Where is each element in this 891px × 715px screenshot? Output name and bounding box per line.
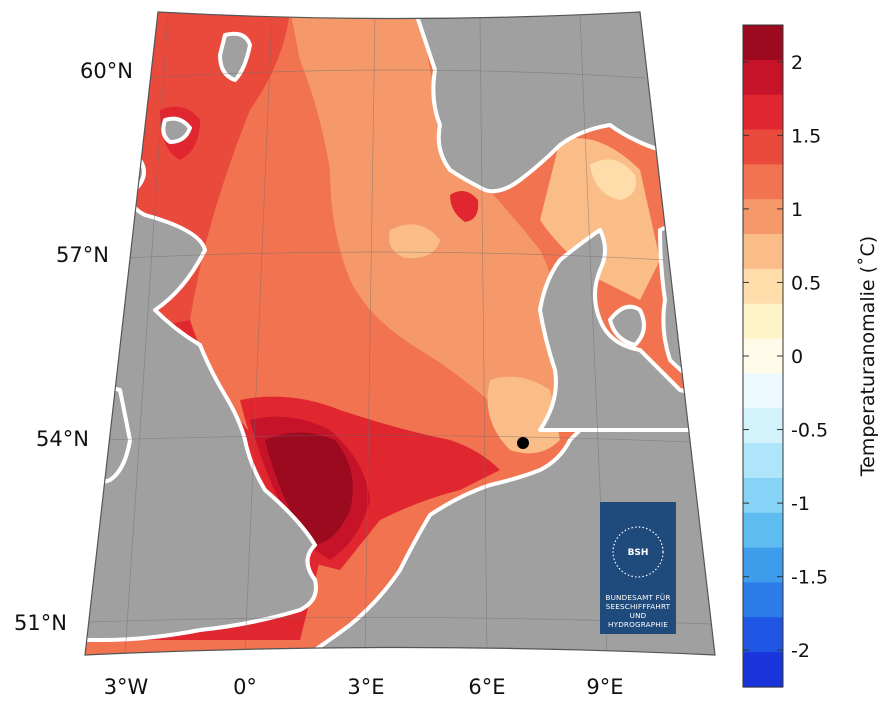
shetland-land	[218, 31, 252, 82]
colorbar-segment	[743, 94, 783, 131]
anomaly-patch-central	[389, 224, 440, 259]
colorbar-tick-label: -1.5	[791, 567, 828, 589]
lat-label-51n: 51°N	[14, 611, 67, 635]
colorbar-tick-label: -2	[791, 640, 810, 662]
bsh-logo-mark: BSH	[628, 548, 649, 558]
lat-label-60n: 60°N	[80, 59, 133, 83]
graticule	[87, 12, 713, 655]
graticule-lon-0	[244, 13, 273, 655]
colorbar-tick-label: 1	[791, 199, 803, 221]
colorbar-segment	[743, 547, 783, 584]
lon-label-3w: 3°W	[104, 675, 149, 699]
graticule-lon-3e	[364, 15, 376, 655]
colorbar-ticks: 2 1.5 1 0.5 0 -0.5 -1 -1.5 -2	[743, 52, 828, 662]
colorbar-segment	[743, 512, 783, 549]
colorbar-segment	[743, 129, 783, 165]
lon-label-3e: 3°E	[347, 675, 384, 699]
colorbar-tick-label: 0.5	[791, 272, 821, 294]
colorbar-segment	[743, 443, 783, 479]
map-frame	[84, 11, 716, 656]
bsh-logo-ring	[612, 526, 664, 578]
colorbar-tick-label: 2	[791, 52, 803, 74]
colorbar-segment	[743, 582, 783, 618]
lon-label-6e: 6°E	[468, 675, 505, 699]
colorbar-segment	[743, 617, 783, 653]
bsh-logo-background	[600, 502, 676, 634]
colorbar-segment	[743, 477, 783, 514]
colorbar-segment	[743, 234, 783, 270]
bsh-logo-line-1: BUNDESAMT FÜR	[605, 593, 670, 602]
colorbar-segment	[743, 408, 783, 444]
colorbar-segment	[743, 164, 783, 200]
colorbar-segment	[743, 652, 783, 688]
lon-label-0: 0°	[233, 675, 257, 699]
colorbar-segment	[743, 338, 783, 375]
colorbar-segment	[743, 373, 783, 409]
continent-land	[298, 418, 715, 655]
jutland-land	[538, 228, 715, 432]
danish-island	[608, 304, 646, 347]
anomaly-patch-norway-coast	[450, 191, 479, 222]
anomaly-band-central-east	[290, 12, 561, 430]
station-marker[interactable]	[517, 437, 529, 449]
orkney-land	[161, 116, 192, 144]
anomaly-patch-skagerrak-warm	[590, 159, 636, 200]
norway-land	[413, 12, 715, 194]
graticule-lat-60	[139, 69, 646, 79]
colorbar-tick-label: -0.5	[791, 420, 828, 442]
bsh-logo-line-3: UND	[630, 611, 647, 620]
lat-label-54n: 54°N	[36, 427, 89, 451]
colorbar-tick-label: 0	[791, 346, 803, 368]
lat-label-57n: 57°N	[56, 243, 109, 267]
bsh-logo-line-4: HYDROGRAPHIE	[608, 620, 668, 629]
graticule-lon-3w	[124, 12, 169, 655]
colorbar-segment	[743, 59, 783, 96]
graticule-lat-57	[124, 251, 666, 261]
colorbar-segment	[743, 25, 783, 61]
colorbar	[743, 25, 783, 688]
colorbar-title: Temperaturanomalie (˚C)	[857, 236, 879, 477]
colorbar-segment	[743, 199, 783, 235]
colorbar-segment	[743, 268, 783, 305]
bsh-logo-line-2: SEESCHIFFFAHRT	[606, 602, 671, 611]
graticule-lat-54	[104, 435, 691, 443]
colorbar-tick-label: -1	[791, 493, 810, 515]
anomaly-patch-german-bight	[487, 376, 560, 454]
anomaly-core-max	[265, 432, 353, 545]
lon-label-9e: 9°E	[586, 675, 623, 699]
colorbar-segment	[743, 303, 783, 340]
colorbar-tick-label: 1.5	[791, 125, 821, 147]
graticule-lon-6e	[479, 15, 488, 655]
bsh-logo: BSH BUNDESAMT FÜR SEESCHIFFFAHRT UND HYD…	[600, 502, 676, 634]
